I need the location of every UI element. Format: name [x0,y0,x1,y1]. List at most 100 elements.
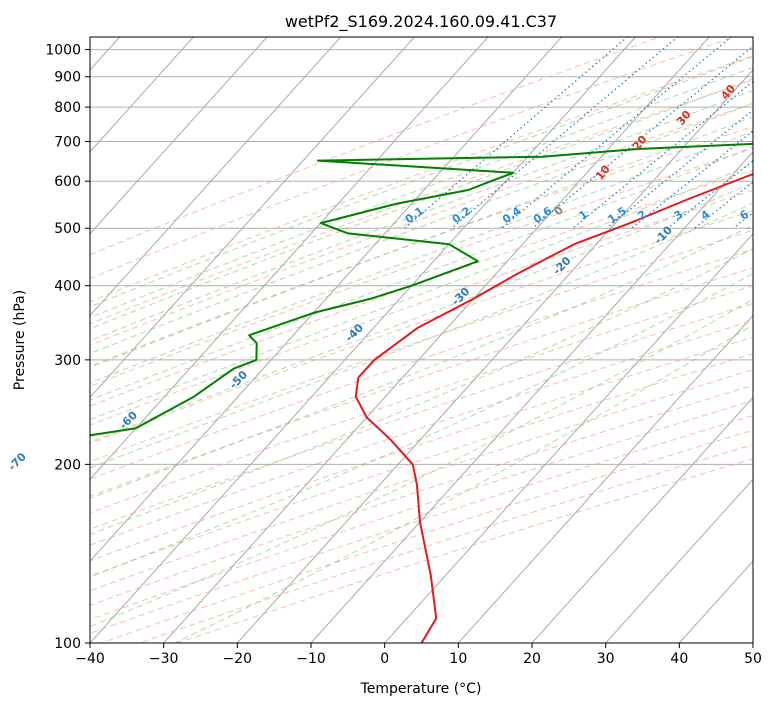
moist-adiabat-line [90,116,753,369]
mixing-ratio-line [451,37,679,229]
moist-adiabat-line [90,130,753,384]
isotherm-line [310,151,753,643]
mixing-ratio-line [732,212,753,229]
x-tick-label: 0 [380,651,389,667]
x-tick-label: 50 [744,651,762,667]
grid-layer [0,25,753,656]
isotherm-line [90,37,268,235]
moist-adiabat-line [90,273,753,578]
y-axis-title: Pressure (hPa) [12,290,28,390]
dry-adiabat-line [90,369,753,592]
moist-adiabat-line [90,163,753,421]
isotherm-line [605,478,753,643]
dry-adiabat-line [90,384,753,606]
isotherm-line [163,37,710,643]
dry-adiabat-line [90,285,753,514]
x-tick-label: 30 [597,651,615,667]
mixing-ratio-line [631,130,753,229]
x-tick-label: −40 [75,651,105,667]
y-tick-label: 200 [54,457,81,473]
mixing-ratio-line [667,159,753,229]
dry-adiabat-line [90,37,662,256]
mixing-ratio-line [404,37,629,229]
moist-adiabat-label: -40 [343,321,366,344]
x-tick-label: −20 [223,651,253,667]
data-series [90,142,753,643]
x-tick-label: −10 [296,651,326,667]
dry-adiabat-line [90,189,753,426]
mixing-ratio-label: 1.5 [606,204,629,226]
moist-adiabat-line [90,55,753,308]
mixing-ratio-label: 4 [698,208,712,223]
moist-adiabat-label: -70 [6,450,29,473]
moist-adiabat-line [90,66,753,319]
dry-adiabat-line [90,169,753,407]
isotherm-line [90,37,563,562]
dry-adiabat-label: 30 [674,108,694,128]
x-tick-label: 10 [449,651,467,667]
moist-adiabat-label: -20 [550,254,573,277]
moist-adiabat-line [90,90,753,342]
plot-frame [89,36,754,644]
isotherm-line [384,233,753,643]
dry-adiabat-line [90,229,753,463]
dry-adiabat-line [90,319,753,546]
isotherm-line [90,37,416,399]
reference-lines [90,25,775,643]
chart-title: wetPf2_S169.2024.160.09.41.C37 [285,12,557,32]
dry-adiabat-label: 40 [718,82,738,102]
dry-adiabat-line [90,147,753,387]
y-tick-label: 400 [54,279,81,295]
isotherm-line [90,37,637,643]
moist-adiabat-line [90,182,753,443]
x-tick-label: −30 [149,651,179,667]
dry-adiabat-line [90,210,753,445]
dry-adiabat-line [90,399,753,621]
mixing-ratio-label: 0.1 [403,204,426,226]
x-tick-label: 20 [523,651,541,667]
moist-adiabat-line [174,324,753,643]
mixing-ratio-label: 6 [737,208,751,223]
isotherm-line [90,37,342,317]
y-tick-label: 100 [54,636,81,652]
dry-adiabat-line [90,302,753,530]
dry-adiabat-line [90,103,753,346]
isotherm-line [752,642,753,643]
dry-adiabat-line [90,336,753,562]
dry-adiabat-line [90,79,753,325]
isotherm-line [457,314,753,643]
y-tick-label: 900 [54,70,81,86]
mixing-ratio-label: 0.6 [531,204,555,226]
moist-adiabat-line [90,298,753,628]
mixing-ratio-label: 0.4 [500,204,524,226]
isotherm-line [236,69,753,643]
y-tick-label: 500 [54,221,81,237]
mixing-ratio-line [532,45,753,229]
y-tick-label: 1000 [45,43,81,59]
x-tick-label: 40 [670,651,688,667]
dry-adiabat-line [90,125,753,367]
dewpoint-profile-line [90,142,753,437]
mixing-ratio-line [572,80,753,229]
isotherm-line [90,37,489,481]
y-tick-label: 600 [54,174,81,190]
mixing-ratio-label: 3 [672,208,686,223]
mixing-ratio-line [762,25,775,228]
temperature-profile-line [354,173,753,643]
y-tick-label: 300 [54,353,81,369]
isotherm-line [90,37,195,153]
dry-adiabat-line [90,248,753,480]
isotherm-line [531,396,753,643]
x-axis: −40 −30 −20 −10 0 10 20 30 40 50 [75,643,762,667]
dry-adiabat-line [90,267,753,497]
dry-adiabat-line [90,353,753,577]
moist-adiabat-line [90,224,753,500]
dry-adiabat-line [90,37,736,280]
y-tick-label: 700 [54,134,81,150]
y-tick-label: 800 [54,100,81,116]
moist-adiabat-line [90,102,753,355]
x-axis-title: Temperature (°C) [360,681,482,697]
y-axis: 100 200 300 400 500 600 700 800 900 1000 [45,43,90,652]
isotherm-line [0,25,57,656]
